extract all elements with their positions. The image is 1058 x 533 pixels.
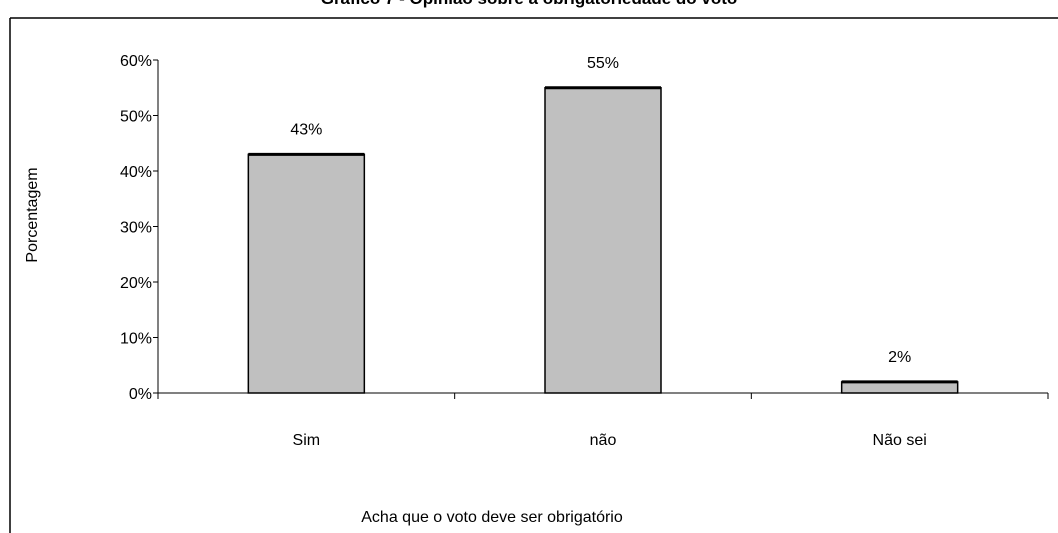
y-tick-label: 50% [120,109,152,126]
data-label: 55% [587,55,619,72]
chart-title: Gráfico 7 - Opinião sobre a obrigatoried… [321,0,738,8]
x-category-label: Não sei [873,432,927,449]
bar [840,381,959,394]
y-tick-label: 20% [120,275,152,292]
plot-area: 0% 10% 20% 30% 40% 50% 60% 43% Sim 55% não 2% Não se… [120,53,1049,449]
y-tick-label: 10% [120,331,152,348]
y-tick-label: 40% [120,164,152,181]
y-tick-label: 0% [129,386,152,403]
x-category-label: Sim [293,432,321,449]
data-label: 2% [888,349,911,366]
y-tick-label: 30% [120,220,152,237]
chart-frame [9,17,1058,533]
bar [247,153,366,394]
data-label: 43% [290,121,322,138]
x-axis-label: Acha que o voto deve ser obrigatório [361,509,623,526]
y-tick-label: 60% [120,53,152,70]
x-category-label: não [590,432,617,449]
bar [544,87,662,394]
y-axis-label: Porcentagem [24,167,41,262]
